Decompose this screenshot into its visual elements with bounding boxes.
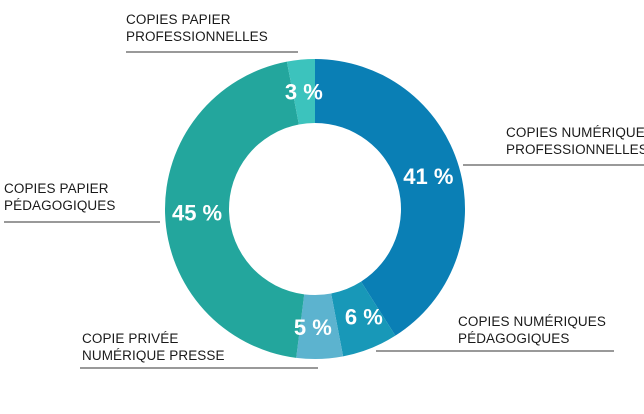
slice-percent-label: 5 % [294, 315, 332, 340]
donut-slice [165, 61, 305, 358]
donut-slice [315, 59, 466, 336]
slice-category-label-line: PROFESSIONNELLES [126, 29, 268, 44]
slice-category-label: COPIES PAPIER PÉDAGOGIQUES [4, 181, 160, 223]
slice-percent-label: 6 % [345, 304, 383, 329]
slice-percent-label: 41 % [403, 164, 453, 189]
category-labels-layer: COPIES NUMÉRIQUESPROFESSIONNELLESCOPIES … [4, 12, 644, 369]
slice-category-label-line: PROFESSIONNELLES [506, 142, 644, 157]
percent-labels-layer: 41 % 6 % 5 % 45 % 3 % [172, 80, 453, 340]
slices-layer [165, 59, 466, 359]
slice-category-label: COPIES NUMÉRIQUES PROFESSIONNELLES [463, 125, 644, 166]
slice-category-label-line: PÉDAGOGIQUES [458, 331, 569, 346]
slice-category-label-line: COPIES PAPIER [126, 12, 231, 27]
slice-percent-label: 45 % [172, 201, 222, 226]
slice-category-label-line: NUMÉRIQUE PRESSE [82, 348, 225, 363]
slice-category-label-line: COPIES PAPIER [4, 181, 109, 196]
donut-slice [286, 59, 315, 125]
slice-category-label-line: PÉDAGOGIQUES [4, 198, 115, 213]
slice-category-label-line: COPIE PRIVÉE [82, 331, 178, 346]
slice-category-label: COPIES PAPIER PROFESSIONNELLES [126, 12, 298, 53]
slice-percent-label: 3 % [285, 80, 323, 105]
slice-category-label: COPIES NUMÉRIQUES PÉDAGOGIQUES [376, 314, 614, 352]
donut-slice [296, 293, 344, 359]
slice-category-label: COPIE PRIVÉE NUMÉRIQUE PRESSE [80, 331, 318, 369]
donut-slice [331, 281, 396, 357]
slice-category-label-line: COPIES NUMÉRIQUES [506, 125, 644, 140]
slice-category-label-line: COPIES NUMÉRIQUES [458, 314, 606, 329]
